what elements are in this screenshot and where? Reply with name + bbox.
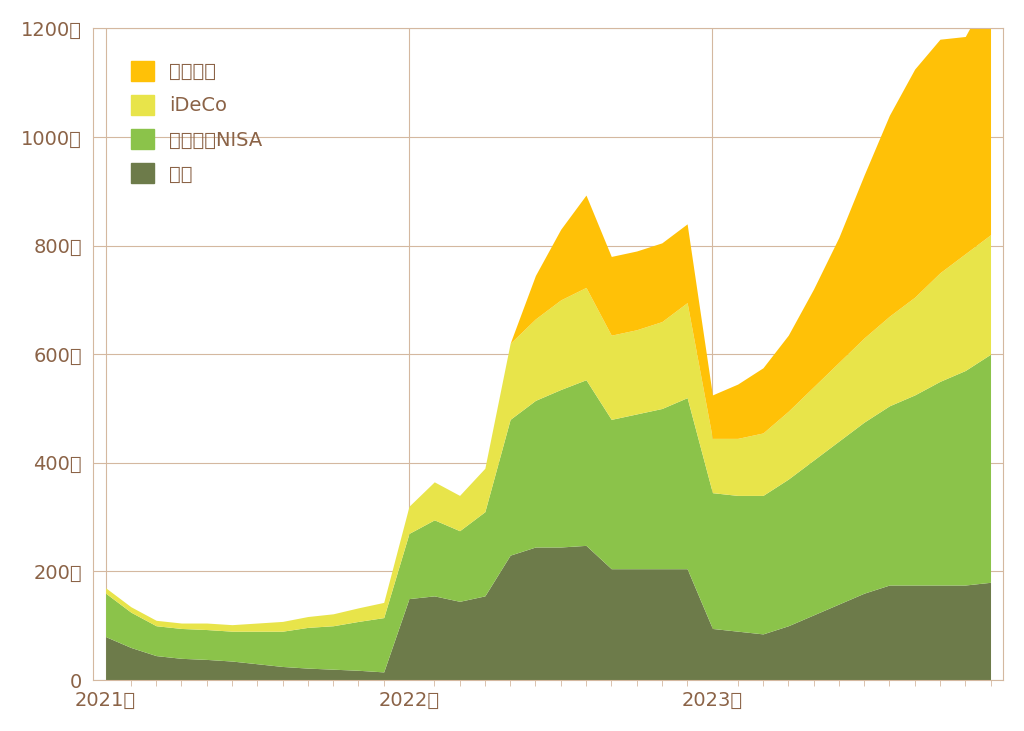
Legend: 特定口座, iDeCo, つみたてNISA, 預金: 特定口座, iDeCo, つみたてNISA, 預金: [121, 51, 272, 194]
